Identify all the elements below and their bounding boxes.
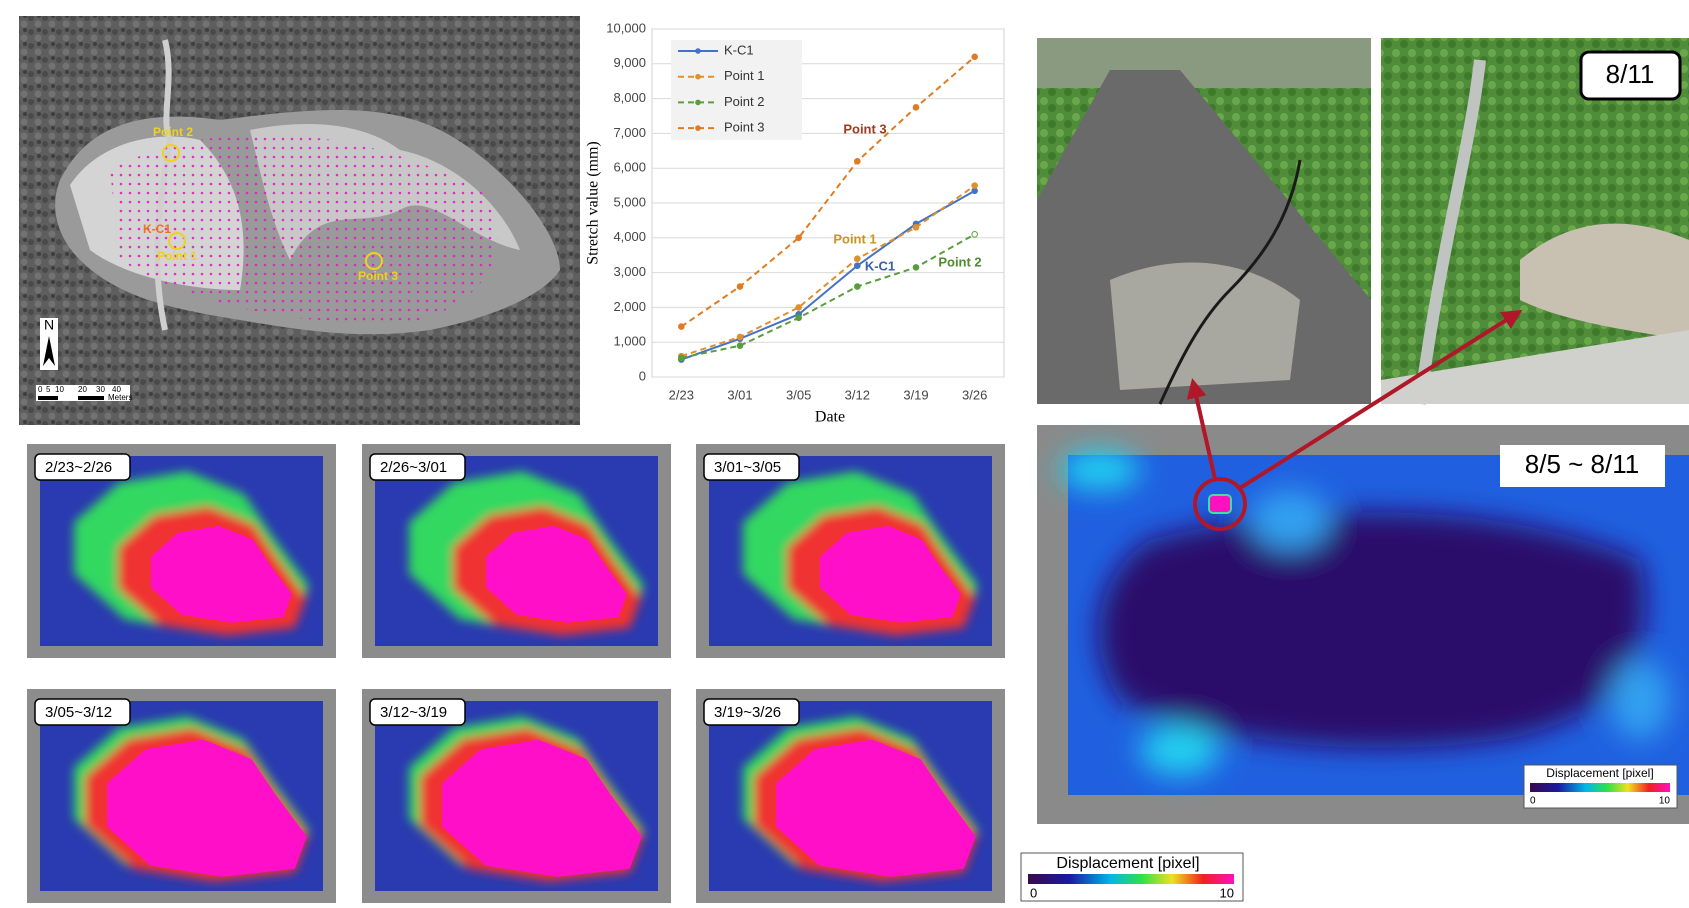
colorbar: Displacement [pixel] 0 10 (1021, 853, 1243, 901)
scale-label: 0 (38, 385, 43, 394)
y-tick-label: 1,000 (613, 334, 646, 349)
period-label: 3/19~3/26 (714, 704, 781, 721)
y-tick-label: 2,000 (613, 299, 646, 314)
series-marker (796, 315, 802, 321)
series-marker (972, 54, 978, 60)
x-tick-label: 2/23 (669, 387, 694, 402)
series-line (681, 191, 974, 360)
y-tick-label: 6,000 (613, 160, 646, 175)
displacement-panel: 3/01~3/05 (696, 444, 1005, 658)
legend-label: Point 2 (724, 94, 764, 109)
scale-label: 40 (112, 385, 121, 394)
map-label: Point 2 (153, 125, 193, 139)
period-label: 3/12~3/19 (380, 704, 447, 721)
x-tick-label: 3/01 (727, 387, 752, 402)
x-tick-label: 3/26 (962, 387, 987, 402)
series-marker (913, 225, 919, 231)
annotation: Point 3 (843, 121, 886, 136)
scale-label: 10 (55, 385, 64, 394)
legend-marker (695, 48, 701, 54)
series-marker (972, 232, 978, 238)
displacement-panel: 2/23~2/26 (27, 444, 336, 658)
series-marker (855, 284, 861, 290)
y-tick-label: 9,000 (613, 55, 646, 70)
series-marker (913, 265, 919, 271)
y-tick-label: 7,000 (613, 125, 646, 140)
colorbar-title: Displacement [pixel] (1056, 855, 1199, 872)
scale-label: 20 (78, 385, 87, 394)
series-marker (855, 263, 861, 269)
annotation: K-C1 (865, 258, 895, 273)
legend-marker (695, 125, 701, 131)
series-marker (855, 158, 861, 164)
figure: Point 2 K-C1 Point 1 Point 3 N Meters 05… (0, 0, 1689, 903)
series-marker (796, 235, 802, 241)
y-axis-title: Stretch value (mm) (585, 141, 602, 265)
map-label: K-C1 (143, 222, 171, 236)
colorbar-title: Displacement [pixel] (1546, 766, 1653, 780)
displacement-panel: 3/05~3/12 (27, 689, 336, 903)
y-tick-label: 5,000 (613, 194, 646, 209)
series-marker (737, 343, 743, 349)
legend-label: K-C1 (724, 42, 754, 57)
map-label: Point 1 (157, 249, 197, 263)
colorbar-min: 0 (1530, 796, 1536, 807)
photo-aerial: 8/11 (1381, 38, 1689, 404)
north-label: N (44, 317, 54, 333)
x-tick-label: 3/05 (786, 387, 811, 402)
series-marker (796, 305, 802, 311)
scale-unit: Meters (108, 393, 132, 402)
legend-label: Point 3 (724, 120, 764, 135)
colorbar-max: 10 (1220, 885, 1234, 900)
x-axis-title: Date (815, 409, 845, 426)
displacement-panel: 3/12~3/19 (362, 689, 671, 903)
y-tick-label: 4,000 (613, 229, 646, 244)
y-tick-label: 10,000 (606, 20, 646, 35)
series-marker (737, 334, 743, 340)
event-period: 8/5 ~ 8/11 (1525, 449, 1639, 479)
scale-label: 5 (46, 385, 51, 394)
legend-label: Point 1 (724, 68, 764, 83)
series-line (681, 186, 974, 357)
series-marker (679, 324, 685, 330)
displacement-panel: 2/26~3/01 (362, 444, 671, 658)
y-tick-label: 0 (639, 368, 646, 383)
y-tick-label: 8,000 (613, 90, 646, 105)
colorbar-max: 10 (1659, 796, 1671, 807)
scale-label: 30 (96, 385, 105, 394)
legend-marker (695, 74, 701, 80)
series-marker (855, 256, 861, 262)
displacement-panel: 3/19~3/26 (696, 689, 1005, 903)
map-label: Point 3 (358, 269, 398, 283)
series-marker (972, 183, 978, 189)
period-label: 3/01~3/05 (714, 459, 781, 476)
series-marker (737, 284, 743, 290)
x-tick-label: 3/12 (845, 387, 870, 402)
series-marker (679, 355, 685, 361)
aerial-map: Point 2 K-C1 Point 1 Point 3 N Meters (19, 16, 580, 425)
photo-road (1037, 38, 1371, 404)
period-label: 2/26~3/01 (380, 459, 447, 476)
legend-marker (695, 100, 701, 106)
series-marker (913, 105, 919, 111)
annotation: Point 1 (833, 231, 876, 246)
x-tick-label: 3/19 (903, 387, 928, 402)
y-tick-label: 3,000 (613, 264, 646, 279)
period-label: 2/23~2/26 (45, 459, 112, 476)
photo-date: 8/11 (1606, 59, 1655, 89)
colorbar-min: 0 (1030, 885, 1037, 900)
annotation: Point 2 (938, 254, 981, 269)
period-label: 3/05~3/12 (45, 704, 112, 721)
